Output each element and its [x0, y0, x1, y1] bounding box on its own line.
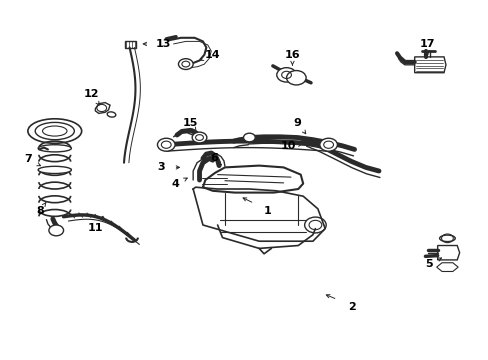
- Text: 12: 12: [84, 89, 100, 99]
- Text: 6: 6: [210, 153, 218, 163]
- Polygon shape: [414, 57, 445, 73]
- Ellipse shape: [28, 119, 81, 143]
- Circle shape: [49, 225, 63, 236]
- Text: 10: 10: [280, 141, 296, 151]
- Ellipse shape: [35, 122, 74, 140]
- Text: 15: 15: [183, 118, 198, 128]
- Polygon shape: [437, 246, 459, 260]
- Text: 9: 9: [293, 118, 301, 128]
- Circle shape: [286, 71, 305, 85]
- Polygon shape: [95, 103, 110, 113]
- Text: 14: 14: [204, 50, 220, 60]
- Text: 17: 17: [419, 39, 435, 49]
- Text: 3: 3: [157, 162, 165, 172]
- Text: 1: 1: [264, 206, 271, 216]
- Polygon shape: [436, 263, 457, 271]
- Text: 8: 8: [36, 206, 44, 216]
- Ellipse shape: [439, 235, 454, 242]
- Ellipse shape: [42, 126, 67, 136]
- Text: 5: 5: [425, 258, 432, 269]
- Text: 2: 2: [347, 302, 355, 312]
- Text: 13: 13: [156, 39, 171, 49]
- Circle shape: [157, 138, 175, 151]
- Ellipse shape: [301, 138, 314, 145]
- Circle shape: [178, 59, 193, 69]
- Text: 4: 4: [171, 179, 179, 189]
- Circle shape: [276, 68, 296, 82]
- Ellipse shape: [38, 166, 71, 174]
- Circle shape: [319, 138, 337, 151]
- Text: 11: 11: [87, 222, 103, 233]
- Circle shape: [192, 132, 206, 143]
- Text: 7: 7: [24, 154, 32, 164]
- FancyBboxPatch shape: [124, 41, 136, 48]
- Ellipse shape: [38, 145, 71, 152]
- Text: 16: 16: [284, 50, 300, 60]
- Ellipse shape: [107, 112, 116, 117]
- Circle shape: [243, 133, 255, 142]
